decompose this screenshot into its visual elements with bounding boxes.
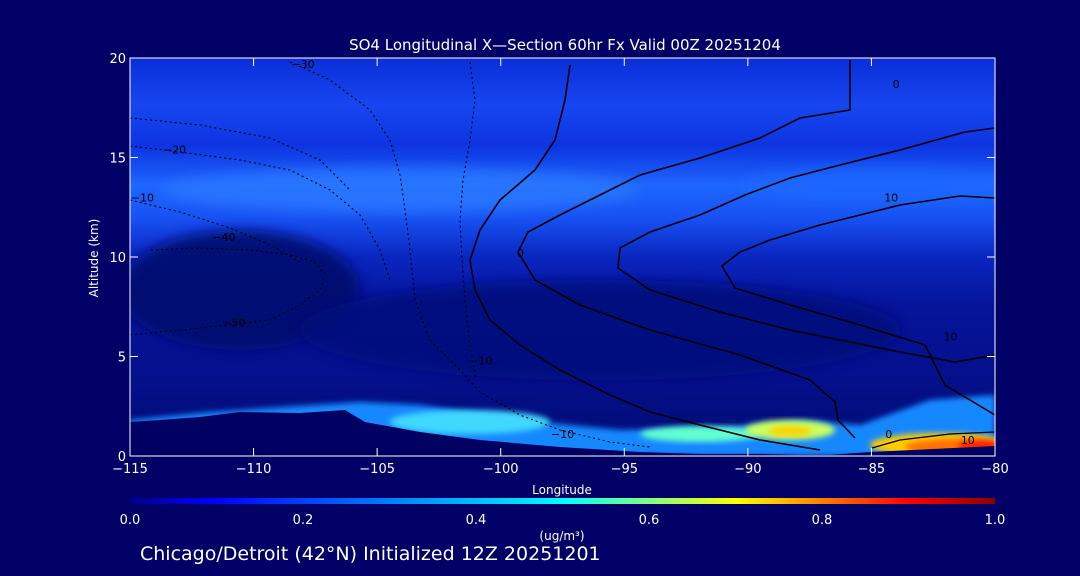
- colorbar-tick-label: 0.8: [812, 513, 833, 528]
- x-tick-label: −95: [611, 462, 638, 477]
- colorbar-tick-label: 0.4: [466, 513, 487, 528]
- contour-label: −20: [163, 144, 186, 157]
- contour-label: 0: [517, 247, 524, 260]
- contour-label: −40: [212, 231, 235, 244]
- colorbar-tick-label: 0.6: [639, 513, 660, 528]
- y-tick-label: 15: [109, 152, 126, 167]
- contour-neg-20: [130, 145, 391, 281]
- contour-10-surface: [871, 431, 995, 449]
- footer-caption: Chicago/Detroit (42°N) Initialized 12Z 2…: [140, 543, 601, 565]
- x-tick-label: −110: [236, 462, 272, 477]
- contour-label: 10: [884, 191, 898, 204]
- colorbar-ticks: 0.0 0.2 0.4 0.6 0.8 1.0: [120, 513, 1006, 528]
- contour-10-outer: [617, 127, 995, 363]
- contour-labels: −30 −20 −10 −40 −50 −10 −10 0 0 0 10 10 10: [131, 58, 975, 447]
- contour-label: −10: [469, 354, 492, 367]
- x-tick-label: −85: [858, 462, 885, 477]
- heatmap-field: [130, 58, 995, 456]
- contour-label: −50: [222, 317, 245, 330]
- contour-label: 0: [893, 78, 900, 91]
- x-tick-label: −115: [112, 462, 148, 477]
- colorbar-tick-label: 0.2: [293, 513, 314, 528]
- contour-label: −10: [551, 428, 574, 441]
- colorbar-label: (ug/m³): [539, 529, 584, 543]
- x-tick-label: −90: [734, 462, 761, 477]
- y-axis-label: Altitude (km): [87, 219, 101, 298]
- x-tick-label: −105: [359, 462, 395, 477]
- contour-10-inner: [720, 195, 995, 416]
- contour-neg-10-a: [289, 61, 651, 448]
- chart-title: SO4 Longitudinal X—Section 60hr Fx Valid…: [349, 36, 781, 54]
- colorbar-tick-label: 1.0: [985, 513, 1006, 528]
- contour-neg-10-b: [459, 61, 477, 381]
- x-axis-label: Longitude: [532, 483, 592, 497]
- colorbar-tick-label: 0.0: [120, 513, 141, 528]
- contour-0-west: [469, 64, 821, 451]
- colorbar: [130, 498, 995, 504]
- contour-label: 10: [944, 331, 958, 344]
- contour-label: 10: [961, 434, 975, 447]
- x-axis: −115 −110 −105 −100 −95 −90 −85 −80: [112, 58, 1009, 477]
- contour-lines: [130, 60, 995, 451]
- contour-neg-30: [130, 117, 351, 191]
- x-tick-label: −100: [483, 462, 519, 477]
- contour-label: −10: [131, 191, 154, 204]
- y-tick-label: 20: [109, 52, 126, 67]
- y-tick-label: 10: [109, 251, 126, 266]
- y-tick-label: 5: [118, 351, 126, 366]
- y-axis: 0 5 10 15 20: [109, 52, 995, 465]
- contour-label: 0: [885, 428, 892, 441]
- contour-neg-50: [130, 247, 326, 336]
- contour-label: −30: [291, 58, 314, 71]
- contour-0-east: [517, 60, 856, 439]
- x-tick-label: −80: [981, 462, 1008, 477]
- y-tick-label: 0: [118, 450, 126, 465]
